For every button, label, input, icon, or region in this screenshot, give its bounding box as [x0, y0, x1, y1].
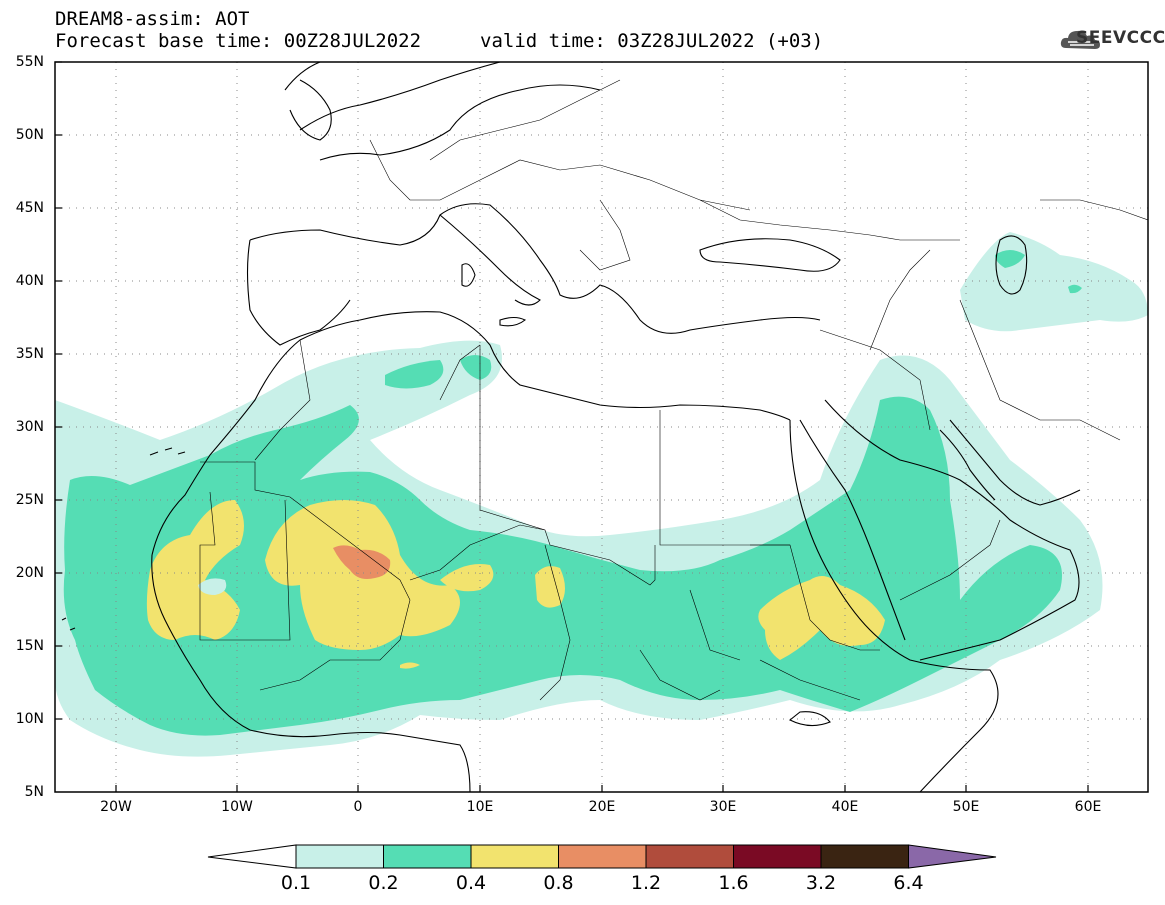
- colorbar-swatch-1.2: [645, 844, 734, 869]
- aot-level-0.4: [146, 500, 244, 640]
- aot-hole: [198, 578, 227, 595]
- colorbar-label: 6.4: [893, 872, 924, 894]
- lat-label: 20N: [15, 565, 44, 581]
- colorbar-label: 1.2: [630, 872, 662, 894]
- lat-label: 45N: [15, 200, 44, 216]
- lat-label: 10N: [15, 711, 44, 727]
- lon-label: 20W: [100, 799, 132, 815]
- aot-level-0.2: [1068, 284, 1082, 294]
- colorbar-swatch-0.2: [383, 844, 472, 869]
- lat-label: 5N: [24, 784, 44, 800]
- lat-label: 15N: [15, 638, 44, 654]
- lon-label: 0: [353, 799, 363, 815]
- lon-label: 20E: [588, 799, 616, 815]
- colorbar-label: 0.4: [455, 872, 487, 894]
- lat-label: 50N: [15, 127, 44, 143]
- coastlines: [61, 62, 1081, 792]
- lon-label: 10E: [466, 799, 494, 815]
- valid-time: valid time: 03Z28JUL2022 (+03): [480, 30, 824, 52]
- colorbar-swatch-3.2: [820, 844, 909, 869]
- aot-level-0.4: [535, 566, 565, 608]
- lat-label: 55N: [15, 54, 44, 70]
- aot-level-0.4: [758, 576, 885, 660]
- aot-level-0.4: [440, 564, 494, 592]
- colorbar-swatch-0.1: [295, 844, 384, 869]
- colorbar-under-triangle: [207, 844, 297, 869]
- forecast-base-time: Forecast base time: 00Z28JUL2022: [55, 30, 422, 52]
- colorbar-label: 0.1: [280, 872, 312, 894]
- lat-label: 40N: [15, 273, 44, 289]
- colorbar-swatch-0.8: [558, 844, 647, 869]
- colorbar-swatch-0.4: [470, 844, 559, 869]
- lon-label: 50E: [952, 799, 980, 815]
- aot-shading: [55, 232, 1148, 757]
- lat-label: 25N: [15, 492, 44, 508]
- aot-level-0.8: [333, 545, 391, 579]
- aot-level-0.2: [63, 396, 1062, 736]
- country-borders: [199, 79, 1148, 701]
- map-title: DREAM8-assim: AOT: [55, 8, 250, 30]
- aot-level-0.2: [460, 355, 492, 380]
- aot-level-0.2: [385, 360, 444, 389]
- aot-level-0.1: [960, 232, 1148, 332]
- colorbar-label: 0.2: [368, 872, 399, 894]
- colorbar-over-triangle: [908, 844, 997, 869]
- colorbar-swatch-1.6: [733, 844, 822, 869]
- logo-text: SEEVCCC: [1076, 28, 1165, 48]
- lat-label: 35N: [15, 346, 44, 362]
- lon-label: 10W: [221, 799, 253, 815]
- lat-label: 30N: [15, 419, 44, 435]
- lon-label: 60E: [1074, 799, 1102, 815]
- cloud-icon: [1060, 30, 1100, 49]
- colorbar-label: 3.2: [805, 872, 837, 894]
- colorbar: [207, 844, 997, 869]
- colorbar-label: 0.8: [543, 872, 574, 894]
- colorbar-label: 1.6: [718, 872, 749, 894]
- map-gridlines: [55, 62, 1148, 792]
- lon-label: 30E: [709, 799, 737, 815]
- aot-level-0.4: [400, 662, 420, 669]
- aot-level-0.2: [995, 250, 1025, 268]
- lon-label: 40E: [831, 799, 859, 815]
- axis-ticks: [55, 61, 1089, 792]
